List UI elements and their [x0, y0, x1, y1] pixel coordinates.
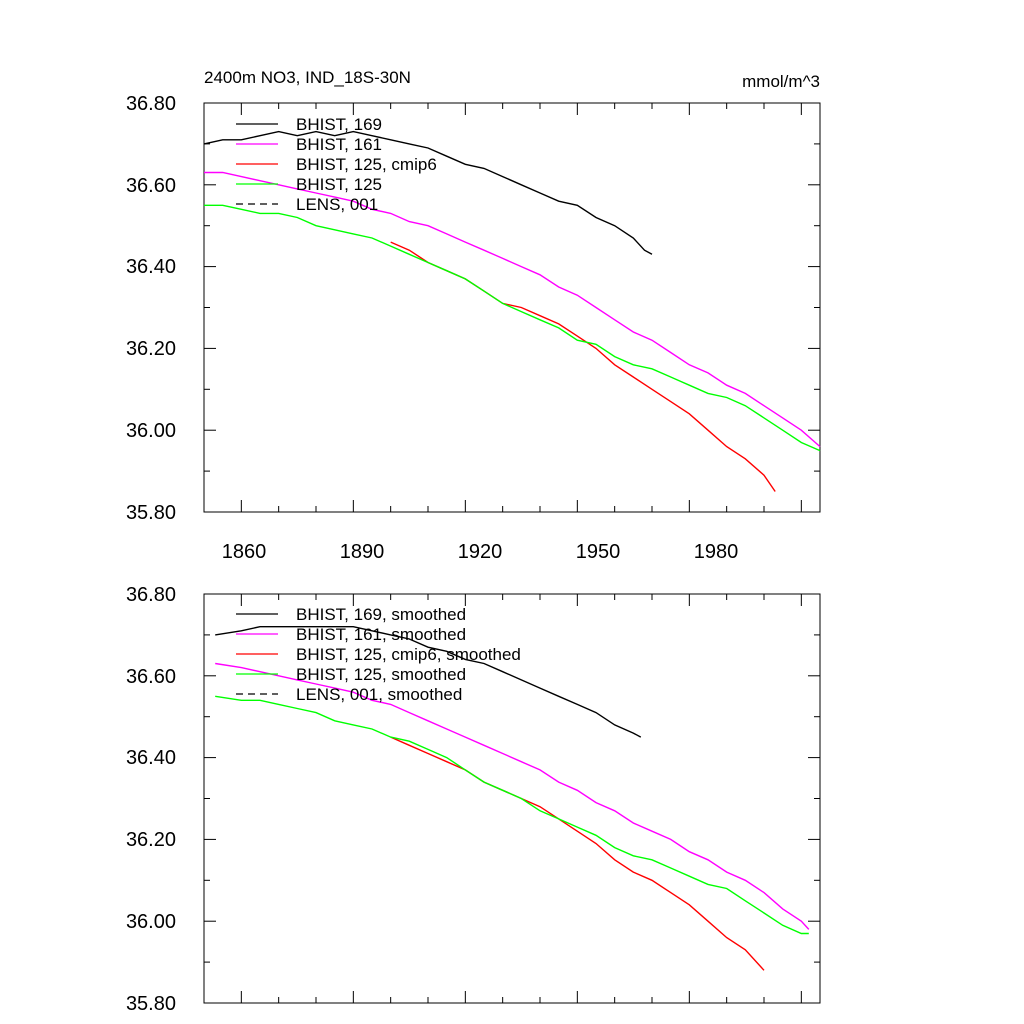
- legend-label: BHIST, 125, cmip6: [296, 155, 437, 174]
- y-tick-label: 36.60: [126, 175, 176, 197]
- legend-label: LENS, 001: [296, 195, 378, 214]
- legend-label: BHIST, 161: [296, 135, 382, 154]
- x-tick-label: 1860: [222, 541, 267, 563]
- y-tick-labels-bottom: 35.80 36.00 36.20 36.40 36.60 36.80: [126, 584, 176, 1015]
- y-tick-label: 36.00: [126, 420, 176, 442]
- y-tick-label: 36.40: [126, 256, 176, 278]
- legend-label: BHIST, 169, smoothed: [296, 605, 466, 624]
- x-tick-label: 1950: [576, 541, 621, 563]
- y-tick-label: 36.80: [126, 584, 176, 606]
- y-tick-label: 36.40: [126, 747, 176, 769]
- x-tick-label: 1980: [694, 541, 739, 563]
- y-tick-labels-top: 35.80 36.00 36.20 36.40 36.60 36.80: [126, 93, 176, 524]
- y-tick-label: 36.00: [126, 911, 176, 933]
- series-line: [203, 130, 653, 255]
- x-tick-label: 1890: [340, 541, 385, 563]
- y-tick-label: 35.80: [126, 502, 176, 524]
- chart-units: mmol/m^3: [742, 72, 820, 91]
- series-line: [215, 695, 809, 935]
- legend-label: BHIST, 169: [296, 115, 382, 134]
- y-tick-label: 36.20: [126, 338, 176, 360]
- chart-panel-bottom: 35.80 36.00 36.20 36.40 36.60 36.80 BHIS…: [126, 584, 821, 1015]
- y-tick-label: 36.20: [126, 829, 176, 851]
- series-line: [204, 204, 821, 452]
- y-tick-label: 36.60: [126, 666, 176, 688]
- series-line: [215, 662, 810, 930]
- x-tick-label: 1920: [458, 541, 503, 563]
- axis-ticks-top: [203, 102, 820, 513]
- series-line: [204, 171, 821, 448]
- series-line: [390, 736, 765, 971]
- y-tick-label: 36.80: [126, 93, 176, 115]
- chart-title: 2400m NO3, IND_18S-30N: [204, 68, 411, 87]
- legend-label: LENS, 001, smoothed: [296, 685, 462, 704]
- legend-label: BHIST, 161, smoothed: [296, 625, 466, 644]
- legend-bottom: BHIST, 169, smoothed BHIST, 161, smoothe…: [236, 605, 521, 704]
- legend-label: BHIST, 125: [296, 175, 382, 194]
- series-group-bottom: [215, 626, 810, 971]
- x-tick-labels-top: 1860 1890 1920 1950 1980: [222, 541, 739, 563]
- series-line: [215, 626, 642, 738]
- legend-top: BHIST, 169 BHIST, 161 BHIST, 125, cmip6 …: [236, 115, 437, 214]
- chart-panel-top: 2400m NO3, IND_18S-30N mmol/m^3 35.80 36…: [126, 68, 821, 563]
- legend-label: BHIST, 125, cmip6, smoothed: [296, 645, 521, 664]
- legend-label: BHIST, 125, smoothed: [296, 665, 466, 684]
- axis-ticks-bottom: [203, 593, 820, 1004]
- series-line: [390, 241, 776, 492]
- series-group-top: [203, 130, 821, 492]
- y-tick-label: 35.80: [126, 993, 176, 1015]
